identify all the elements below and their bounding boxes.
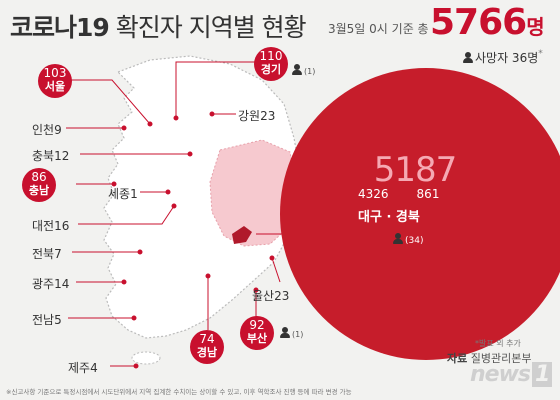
chungnam-count: 86: [31, 170, 47, 184]
label-jeju: 제주4: [68, 361, 98, 375]
gyeonggi-deaths-value: (1): [304, 67, 316, 76]
logo-mark: 1: [532, 362, 553, 387]
jeju-island: [131, 351, 161, 365]
badge-chungnam: 86 충남: [22, 168, 56, 202]
person-icon: [280, 327, 290, 338]
disclaimer: ※신고사항 기준으로 특정시점에서 시도단위에서 지역 집계한 수치이는 상이할…: [6, 388, 352, 396]
gyeonggi-name: 경기: [260, 63, 282, 76]
badge-gyeongnam: 74 경남: [190, 330, 224, 364]
leader-gyeonggi: [175, 61, 256, 118]
label-daejeon: 대전16: [32, 219, 70, 233]
badge-busan: 92 부산: [240, 316, 274, 350]
daegu-gyeongbuk-circle: [280, 68, 560, 360]
badge-gyeonggi: 110 경기: [254, 47, 288, 81]
person-icon: [393, 233, 403, 244]
page-title: 코로나19 확진자 지역별 현황: [10, 8, 307, 44]
badge-seoul: 103 서울: [38, 64, 72, 98]
label-jeonbuk: 전북7: [32, 247, 62, 261]
daegu-gyeongbuk-total: 5187: [373, 150, 458, 190]
source-line: 자료 질병관리본부: [447, 350, 531, 366]
source-value: 질병관리본부: [467, 352, 532, 365]
daegu-deaths-value: (34): [405, 236, 424, 246]
news1-logo: news 1: [470, 362, 553, 387]
person-icon: [292, 64, 302, 75]
label-chungbuk: 충북12: [32, 149, 70, 163]
total-number: 5766: [430, 2, 527, 43]
daegu-count: 4326: [358, 187, 389, 201]
deaths-line: 사망자 36명*: [463, 49, 543, 66]
leader-ulsan: [271, 257, 281, 283]
label-gwangju: 광주14: [32, 277, 70, 291]
deaths-text: 사망자 36명: [475, 51, 539, 65]
deaths-mark: *: [538, 49, 543, 59]
leader-seoul: [71, 79, 151, 125]
label-gangwon: 강원23: [238, 109, 276, 123]
logo-text: news: [470, 362, 531, 387]
chungnam-name: 충남: [28, 184, 50, 197]
daegu-gyeongbuk-names: 대구 · 경북: [358, 210, 420, 225]
daegu-gyeongbuk-values: 4326 861: [358, 187, 439, 201]
leader-daejeon: [78, 205, 175, 225]
title-rest: 확진자 지역별 현황: [108, 13, 307, 42]
person-icon: [463, 52, 473, 63]
busan-name: 부산: [246, 332, 268, 345]
date-text: 3월5일 0시 기준 총: [328, 22, 429, 36]
label-incheon: 인천9: [32, 123, 62, 137]
source-label: 자료: [447, 352, 468, 365]
gyeonggi-deaths: (1): [292, 59, 315, 78]
busan-deaths: (1): [280, 322, 303, 341]
label-jeonnam: 전남5: [32, 313, 62, 327]
gyeongbuk-count: 861: [416, 187, 440, 201]
gyeonggi-count: 110: [259, 49, 283, 63]
label-ulsan: 울산23: [252, 289, 290, 303]
daegu-gyeongbuk-region: [209, 139, 297, 247]
gyeongnam-count: 74: [199, 332, 215, 346]
busan-deaths-value: (1): [292, 330, 304, 339]
footnote: *발표 외 추가: [475, 339, 521, 348]
daegu-marker: [232, 226, 252, 244]
label-sejong: 세종1: [108, 187, 138, 201]
busan-count: 92: [249, 318, 265, 332]
title-virus: 코로나19: [10, 13, 110, 42]
total-count: 5766명: [430, 2, 545, 43]
korea-map-outline: [103, 55, 301, 339]
seoul-name: 서울: [44, 80, 66, 93]
daegu-gyeongbuk-deaths: (34): [393, 233, 423, 246]
total-unit: 명: [526, 15, 544, 39]
gyeongnam-name: 경남: [196, 346, 218, 359]
seoul-count: 103: [43, 66, 67, 80]
